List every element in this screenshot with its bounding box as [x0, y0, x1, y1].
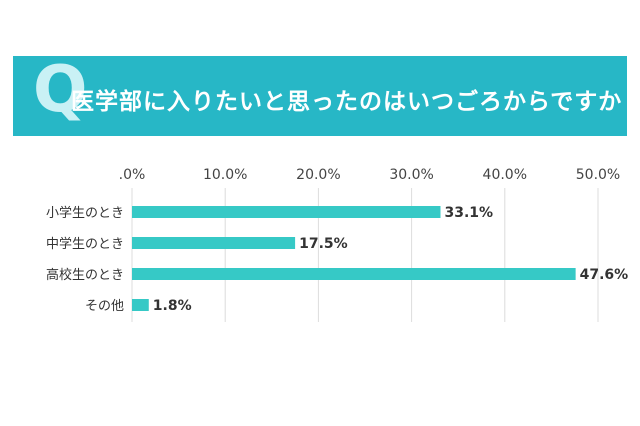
x-tick-label: 40.0% [483, 167, 527, 183]
x-tick-label: 30.0% [389, 167, 433, 183]
q-letter: Q [33, 53, 88, 127]
question-banner: Q 医学部に入りたいと思ったのはいつごろからですか [13, 56, 627, 136]
bar [132, 299, 149, 311]
bar [132, 268, 576, 280]
x-tick-label: .0% [119, 167, 146, 183]
bar [132, 237, 296, 249]
category-label: その他 [85, 299, 124, 314]
question-title: 医学部に入りたいと思ったのはいつごろからですか [71, 89, 623, 115]
data-label: 33.1% [444, 205, 493, 221]
category-label: 中学生のとき [46, 236, 124, 252]
x-tick-label: 10.0% [203, 167, 247, 183]
data-label: 47.6% [580, 267, 629, 283]
x-tick-label: 50.0% [576, 167, 620, 183]
data-label: 1.8% [153, 298, 192, 314]
data-label: 17.5% [299, 236, 348, 252]
category-label: 小学生のとき [46, 205, 124, 221]
bar [132, 206, 441, 218]
x-tick-label: 20.0% [296, 167, 340, 183]
category-label: 高校生のとき [46, 267, 124, 283]
